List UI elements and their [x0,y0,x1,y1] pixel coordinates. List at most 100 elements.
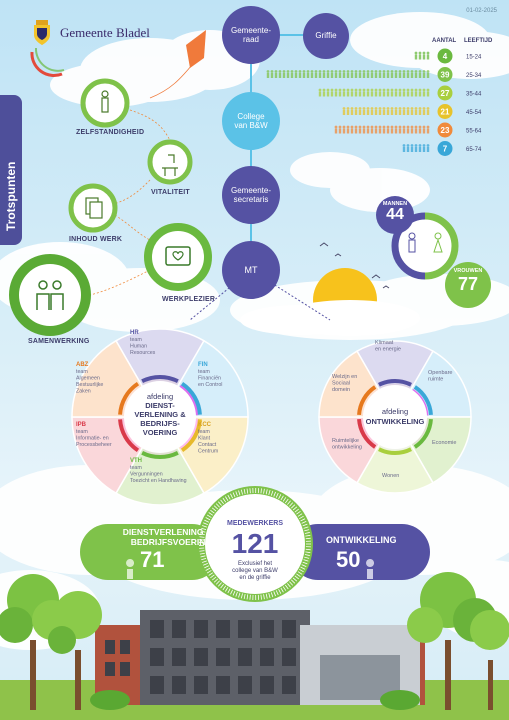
age-person-5-4 [410,144,414,147]
age-person-2-0 [426,88,430,92]
trotspunt-samenwerking: SAMENWERKING [28,338,90,345]
age-person-1-0 [426,70,430,73]
age-count-badge [437,48,453,64]
age-person-1-4 [410,70,414,73]
team-line: en Control [198,382,222,388]
age-person-5-1 [422,144,426,147]
team-line: Klant [198,436,211,442]
dienst-center-text: BEDRIJFS- [140,419,180,428]
node-gemeenteraad: Gemeente-raad [222,6,280,64]
team-code: ABZ [76,362,89,368]
brand: Gemeente Bladel [30,18,180,48]
domain-line: Wonen [382,473,399,479]
domain-line: ruimte [428,377,443,383]
age-person-4-8 [394,125,398,129]
age-count: 4 [443,52,448,61]
age-count: 7 [443,145,448,154]
age-row-2: 27 35-44 [318,85,482,101]
domain-line: Klimaat [375,340,394,346]
men-count: 44 [386,206,404,223]
age-range: 55-64 [466,129,482,135]
age-row-5: 7 65-74 [402,141,482,156]
age-person-2-5 [406,88,410,92]
team-line: Informatie- en [76,436,109,442]
domain-ring-1 [413,385,433,416]
dienst-center-text: afdeling [147,392,173,401]
domain-line: domein [332,387,350,393]
age-person-1-13 [374,70,378,73]
age-person-4-12 [378,125,382,129]
men-label: MANNEN [382,201,408,207]
age-person-1-26 [322,70,326,73]
age-person-1-25 [326,70,330,73]
age-person-4-16 [362,125,366,129]
team-line: team [130,465,142,471]
domain-ring-2 [413,418,433,449]
age-count: 27 [441,89,450,98]
total-count: 121 [231,528,279,559]
age-person-5-6 [402,144,406,147]
age-person-3-5 [406,107,410,110]
age-person-4-22 [338,125,342,129]
age-person-3-10 [386,107,390,110]
trotspunt-vitaliteit: VITALITEIT [151,189,190,196]
werkplezier-icon [144,223,212,291]
age-person-2-24 [330,88,334,92]
team-ring-1 [180,381,202,415]
domain-line: en energie [375,347,401,353]
age-person-2-9 [390,88,394,92]
ontw-label: ONTWIKKELING [326,535,397,545]
team-code: FIN [198,362,208,368]
age-row-4: 23 55-64 [334,122,482,138]
domain-ring-4 [357,418,377,449]
age-row-1: 39 25-34 [266,67,482,82]
wheel-dienstverlening-segment-0 [114,328,206,419]
age-person-4-20 [346,125,350,129]
age-range: 15-24 [466,55,482,61]
age-person-1-6 [402,70,406,73]
team-ring-0 [141,375,179,384]
age-person-1-18 [354,70,358,73]
age-person-3-1 [422,107,426,110]
dv-count: 71 [140,547,165,572]
age-person-3-7 [398,107,402,110]
team-line: team [198,429,210,435]
age-person-2-3 [414,88,418,92]
ontw-center-text: ONTWIKKELING [366,417,425,426]
domain-line: Ruimtelijke [332,438,359,444]
team-code: VTH [130,458,142,464]
domain-line: Sociaal [332,381,350,387]
gender-donut [391,212,459,280]
team-ring-3 [141,450,179,459]
dienst-center-text: VERLENING & [134,410,186,419]
age-count: 23 [441,126,450,135]
age-person-1-12 [378,70,382,73]
domain-line: Economie [432,440,456,446]
age-person-1-32 [298,70,302,73]
age-person-3-0 [426,107,430,110]
age-person-1-39 [270,70,274,73]
team-ring-2 [180,419,202,453]
team-line: team [76,429,88,435]
medewerkers-label: MEDEWERKERS [226,520,283,527]
age-person-1-11 [382,70,386,73]
age-person-2-18 [354,88,358,92]
age-header-count: AANTAL [432,38,457,44]
age-person-2-21 [342,88,346,92]
age-person-3-9 [390,107,394,110]
age-count: 21 [441,108,450,117]
age-person-2-2 [418,88,422,92]
brand-swoosh-icon [30,47,65,78]
age-person-3-2 [418,107,422,110]
domain-line: Openbare [428,370,452,376]
team-line: team [76,369,88,375]
age-count-badge [437,67,453,82]
age-person-4-1 [422,125,426,129]
age-person-2-1 [422,88,426,92]
men-badge: MANNEN 44 [376,196,414,234]
team-line: Processbeheer [76,442,112,448]
node-mt: MT [222,241,280,299]
age-person-4-19 [350,125,354,129]
